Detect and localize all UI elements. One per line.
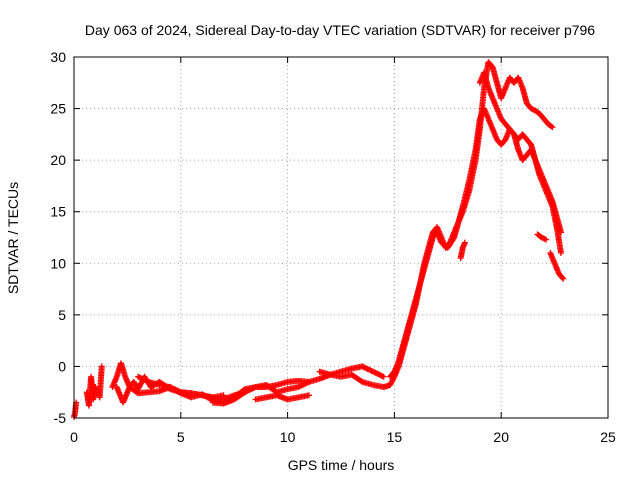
- y-tick-label: 0: [58, 358, 66, 374]
- data-point: [380, 373, 387, 380]
- x-axis-label: GPS time / hours: [288, 457, 395, 473]
- x-tick-label: 15: [387, 429, 403, 445]
- chart-title: Day 063 of 2024, Sidereal Day-to-day VTE…: [85, 22, 595, 38]
- y-axis-label: SDTVAR / TECUs: [5, 182, 21, 294]
- data-point: [305, 392, 312, 399]
- x-tick-label: 0: [70, 429, 78, 445]
- data-point: [558, 229, 565, 236]
- y-tick-label: -5: [54, 410, 67, 426]
- data-point: [98, 363, 105, 370]
- y-tick-label: 20: [50, 152, 66, 168]
- y-tick-label: 5: [58, 307, 66, 323]
- data-point: [450, 235, 457, 242]
- data-point: [548, 123, 555, 130]
- data-point: [560, 275, 567, 282]
- y-tick-label: 15: [50, 204, 66, 220]
- y-tick-label: 30: [50, 49, 66, 65]
- data-point: [558, 249, 565, 256]
- x-tick-label: 25: [600, 429, 616, 445]
- grid: [74, 57, 608, 418]
- data-point: [549, 124, 556, 131]
- data-point: [358, 378, 365, 385]
- data-point: [461, 239, 468, 246]
- data-point: [543, 236, 550, 243]
- y-tick-label: 10: [50, 255, 66, 271]
- x-tick-label: 5: [177, 429, 185, 445]
- data-points: [71, 59, 567, 420]
- x-tick-label: 20: [493, 429, 509, 445]
- data-point: [559, 274, 566, 281]
- plot-frame: [73, 56, 609, 419]
- x-tick-label: 10: [280, 429, 296, 445]
- y-tick-label: 25: [50, 101, 66, 117]
